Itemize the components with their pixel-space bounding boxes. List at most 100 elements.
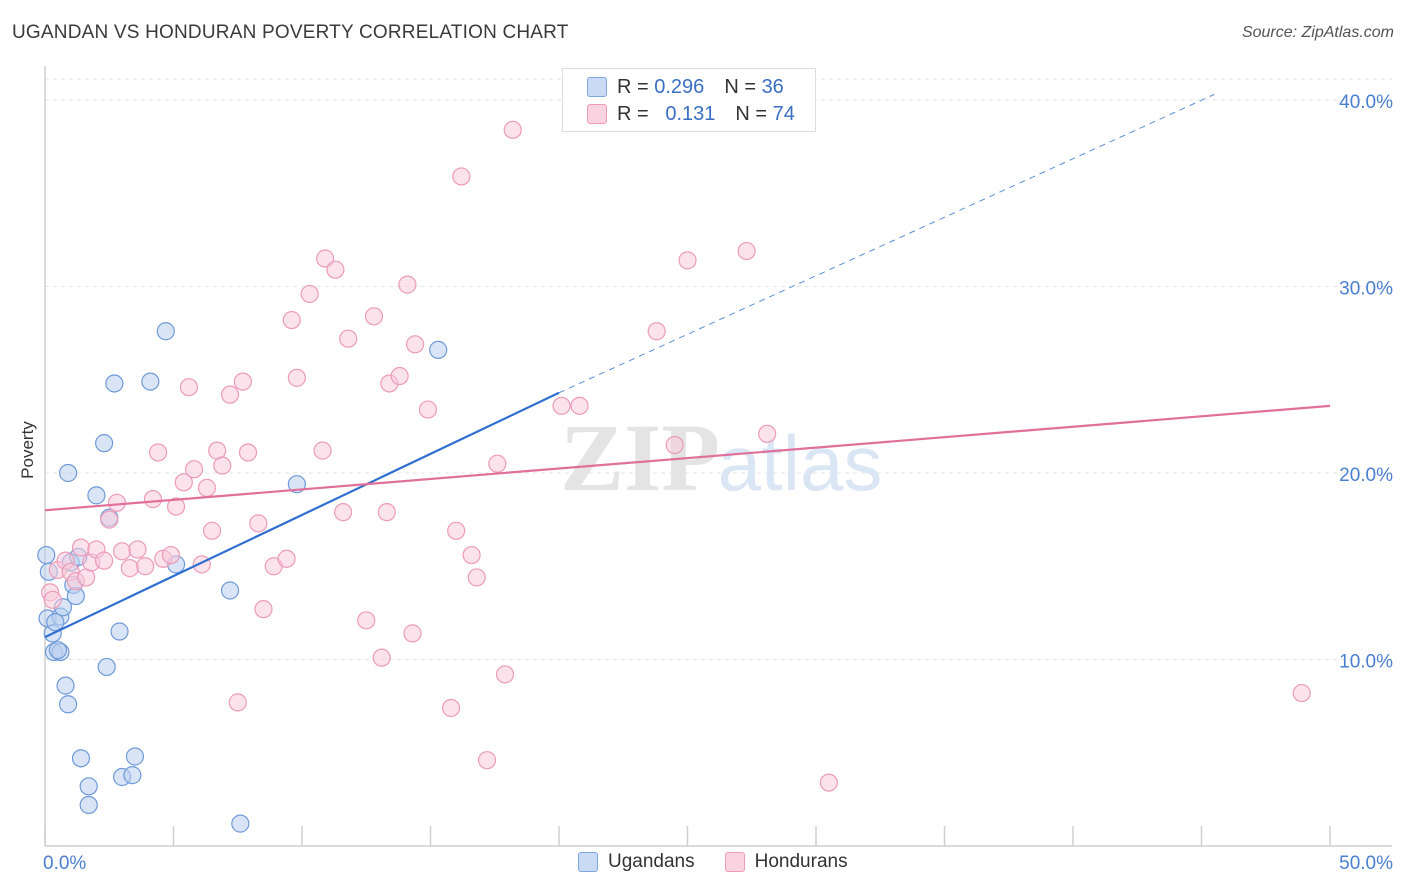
hondurans-point — [148, 443, 168, 462]
legend-label: Ugandans — [608, 851, 695, 872]
grid-lines — [45, 78, 1392, 660]
hondurans-point — [282, 310, 301, 330]
n-value: 36 — [761, 75, 784, 98]
ugandans-point — [79, 795, 98, 815]
ugandans-point — [59, 463, 78, 483]
watermark-atlas: atlas — [718, 419, 883, 507]
hondurans-point — [552, 396, 571, 415]
chart-title: UGANDAN VS HONDURAN POVERTY CORRELATION … — [12, 22, 569, 43]
hondurans-point — [95, 551, 114, 570]
ugandans-swatch — [578, 852, 598, 872]
ugandans-trend-line — [44, 391, 560, 639]
hondurans-point — [71, 538, 91, 557]
hondurans-point — [174, 473, 193, 492]
ugandans-point — [48, 641, 67, 660]
y-tick-label: 40.0% — [1339, 92, 1393, 113]
ugandans-point — [231, 814, 250, 833]
hondurans-point — [678, 251, 697, 270]
hondurans-point — [441, 698, 461, 718]
hondurans-point — [503, 120, 522, 139]
hondurans-point — [184, 460, 204, 479]
hondurans-point — [737, 241, 756, 261]
hondurans-point — [100, 510, 119, 529]
legend-item-hondurans: Hondurans — [724, 851, 848, 873]
legend-item-ugandans: Ugandans — [578, 851, 695, 873]
ugandans-points — [37, 322, 448, 833]
ugandans-point — [125, 747, 145, 766]
hondurans-point — [452, 167, 471, 186]
n-value: 74 — [772, 102, 795, 125]
hondurans-point — [326, 260, 345, 279]
hondurans-point — [495, 665, 515, 684]
hondurans-point — [179, 378, 199, 397]
hondurans-point — [166, 497, 186, 516]
x-tick-label: 50.0% — [1339, 853, 1393, 874]
hondurans-point — [112, 542, 132, 561]
source-credit: Source: ZipAtlas.com — [1241, 24, 1394, 41]
axes — [44, 66, 1392, 847]
hondurans-point — [357, 611, 376, 630]
tick-labels: 10.0% 20.0% 30.0% 40.0% 0.0% 50.0% — [43, 92, 1393, 874]
hondurans-point — [228, 693, 247, 712]
series-legend: Ugandans Hondurans — [578, 851, 878, 873]
hondurans-point — [488, 454, 507, 473]
hondurans-point — [238, 443, 258, 462]
ugandans-point — [79, 777, 98, 796]
ugandans-point — [110, 622, 129, 641]
hondurans-point — [418, 400, 438, 419]
hondurans-point — [136, 557, 155, 576]
hondurans-point — [403, 624, 422, 643]
hondurans-point — [128, 540, 147, 559]
r-label: R = — [617, 75, 649, 98]
ugandans-point — [46, 613, 65, 632]
hondurans-point — [405, 335, 425, 354]
hondurans-point — [467, 568, 486, 587]
hondurans-point — [372, 648, 391, 667]
y-tick-label: 10.0% — [1339, 651, 1393, 672]
ugandans-point — [95, 434, 114, 453]
stats-row-hondurans: R = 0.131 N = 74 — [587, 101, 795, 127]
ugandans-point — [156, 322, 175, 341]
trend-lines — [44, 93, 1331, 639]
hondurans-point — [43, 590, 62, 609]
hondurans-point — [1292, 683, 1311, 703]
hondurans-point — [570, 396, 589, 415]
hondurans-point — [398, 275, 417, 294]
hondurans-trend-line — [44, 404, 1331, 512]
hondurans-point — [390, 366, 409, 386]
x-tick-label: 0.0% — [43, 853, 86, 874]
hondurans-point — [120, 559, 139, 578]
hondurans-point — [233, 372, 252, 391]
hondurans-swatch — [724, 852, 745, 872]
hondurans-point — [107, 493, 127, 512]
hondurans-point — [647, 322, 666, 341]
ugandans-swatch — [587, 77, 607, 97]
ugandans-trend-extension — [558, 93, 1215, 394]
hondurans-point — [249, 514, 268, 533]
hondurans-point — [254, 600, 273, 619]
hondurans-points — [41, 120, 1311, 792]
hondurans-point — [143, 489, 163, 509]
hondurans-point — [364, 307, 384, 326]
ugandans-point — [37, 545, 56, 565]
ugandans-point — [59, 695, 78, 714]
y-tick-label: 30.0% — [1339, 278, 1393, 299]
n-label: N = — [724, 75, 756, 98]
ugandans-point — [97, 657, 116, 677]
hondurans-point — [334, 503, 353, 522]
hondurans-point — [287, 368, 306, 387]
ugandans-point — [71, 749, 91, 768]
hondurans-point — [665, 435, 684, 455]
watermark: ZIP atlas — [560, 404, 882, 511]
hondurans-point — [316, 249, 335, 268]
stats-row-ugandans: R = 0.296 N = 36 — [587, 74, 784, 100]
legend-label: Hondurans — [754, 851, 848, 872]
hondurans-swatch — [587, 104, 607, 124]
ugandans-point — [141, 372, 160, 391]
r-value: 0.296 — [654, 75, 705, 98]
hondurans-point — [277, 549, 296, 568]
hondurans-point — [462, 545, 481, 565]
hondurans-point — [197, 478, 217, 498]
y-tick-label: 20.0% — [1339, 465, 1393, 486]
hondurans-point — [477, 751, 497, 770]
